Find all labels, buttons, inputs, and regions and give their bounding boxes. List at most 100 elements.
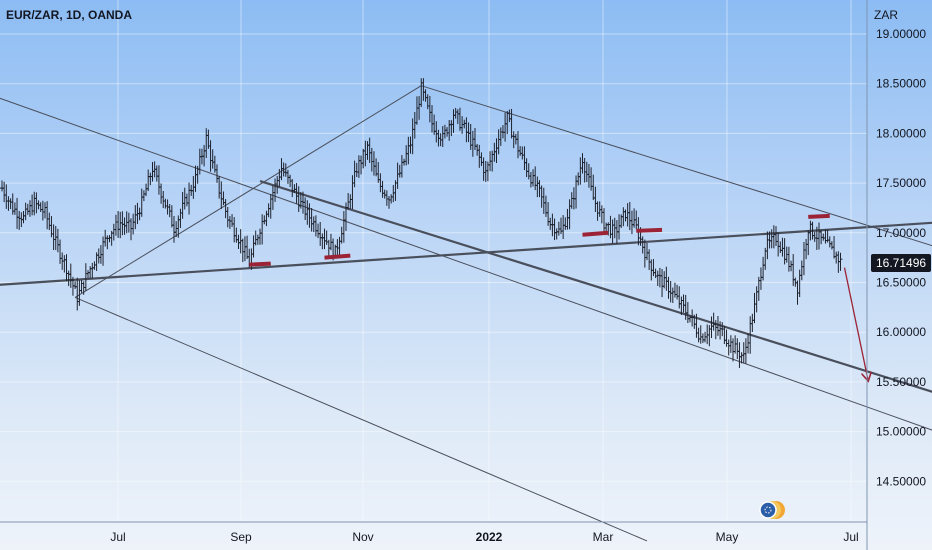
ohlc-bar	[64, 254, 69, 282]
ohlc-bar	[187, 182, 192, 215]
price-tick-label: 17.50000	[876, 176, 926, 190]
ohlc-bar	[303, 197, 308, 220]
ohlc-bar	[215, 164, 219, 183]
forecast-arrow-line[interactable]	[843, 267, 869, 380]
ohlc-bar	[83, 263, 88, 291]
ohlc-bar	[445, 127, 450, 137]
descending-channel-lower[interactable]	[259, 180, 932, 424]
ohlc-bar	[227, 216, 232, 229]
ohlc-bar	[580, 153, 585, 174]
ohlc-bar	[483, 161, 488, 182]
ohlc-bar	[546, 202, 551, 226]
ohlc-bar	[731, 338, 735, 362]
ohlc-bar	[268, 193, 273, 219]
ohlc-bar	[655, 270, 660, 286]
price-axis[interactable]: 19.00000 18.50000 18.00000 17.50000 17.00000…	[876, 27, 926, 488]
time-tick-label: Sep	[230, 530, 252, 544]
ohlc-bar	[806, 230, 811, 256]
ohlc-bar	[823, 229, 828, 244]
ohlc-bar	[43, 202, 47, 219]
ohlc-bar	[47, 212, 52, 231]
ohlc-bar	[262, 215, 267, 225]
ohlc-bar	[531, 169, 536, 187]
ohlc-bar	[778, 241, 783, 254]
chart-title: EUR/ZAR, 1D, OANDA	[6, 8, 133, 22]
ohlc-bar	[178, 208, 183, 228]
ohlc-bar	[417, 96, 422, 120]
ohlc-bar	[520, 146, 525, 160]
ohlc-bar	[801, 242, 806, 276]
ohlc-bar	[593, 186, 598, 212]
support-mark[interactable]	[582, 230, 609, 237]
time-tick-label: May	[716, 530, 739, 544]
trendlines	[0, 84, 932, 542]
ohlc-bar	[722, 325, 727, 345]
ohlc-bar	[707, 325, 712, 347]
ascending-support-line[interactable]	[0, 215, 932, 288]
ohlc-bar	[4, 184, 9, 209]
price-tick-label: 16.50000	[876, 276, 926, 290]
ohlc-bar	[197, 148, 202, 175]
ohlc-bar	[507, 109, 512, 123]
ohlc-bar	[786, 246, 791, 272]
support-mark[interactable]	[636, 227, 663, 233]
ohlc-bar	[6, 196, 11, 211]
ohlc-bar	[399, 155, 404, 178]
ohlc-bar	[681, 294, 686, 313]
ohlc-bar	[804, 238, 809, 260]
ohlc-bar	[30, 194, 35, 216]
ohlc-bar	[589, 167, 594, 191]
pitchfork-left-arm[interactable]	[74, 85, 422, 298]
ohlc-bar	[754, 286, 759, 313]
ohlc-bar	[533, 166, 538, 191]
ohlc-bar	[752, 292, 757, 324]
ohlc-bar	[662, 271, 667, 289]
ohlc-bar	[397, 164, 402, 178]
ohlc-bar	[260, 214, 265, 245]
ohlc-bar	[202, 144, 207, 167]
ohlc-bar	[350, 175, 355, 210]
time-tick-label: Nov	[352, 530, 373, 544]
ohlc-bar	[313, 215, 318, 237]
ohlc-bar	[311, 216, 316, 233]
ohlc-bar	[640, 236, 645, 254]
ohlc-bar	[0, 180, 4, 192]
ohlc-bar	[780, 237, 785, 257]
pitchfork-lower-arm[interactable]	[74, 296, 648, 542]
support-mark[interactable]	[249, 261, 271, 267]
ohlc-bar	[17, 210, 22, 230]
ohlc-bar	[68, 263, 73, 288]
ohlc-bar	[318, 221, 323, 246]
ohlc-bar	[120, 211, 125, 236]
descending-channel-mid[interactable]	[0, 84, 932, 467]
descending-channel-upper[interactable]	[421, 85, 932, 278]
ohlc-bar	[522, 146, 527, 171]
support-mark[interactable]	[324, 253, 351, 260]
ohlc-bar	[455, 109, 460, 125]
ohlc-bar	[116, 211, 121, 238]
ohlc-bar	[647, 249, 652, 270]
ohlc-bar	[326, 239, 331, 258]
ohlc-bar	[561, 215, 566, 240]
ohlc-bar	[369, 147, 374, 172]
ohlc-bar	[518, 146, 523, 156]
price-tick-label: 19.00000	[876, 27, 926, 41]
ohlc-bar	[670, 287, 675, 303]
time-axis[interactable]: Jul Sep Nov 2022 Mar May Jul	[110, 530, 858, 544]
ohlc-bar	[251, 235, 256, 258]
ohlc-bar	[728, 335, 733, 353]
ohlc-bar	[8, 198, 13, 210]
ohlc-bar	[348, 194, 353, 210]
time-tick-label: 2022	[476, 530, 503, 544]
ohlc-bar	[758, 267, 763, 290]
ohlc-bar	[548, 217, 553, 230]
support-mark[interactable]	[808, 213, 830, 219]
ohlc-bar	[634, 210, 639, 230]
price-tick-label: 15.50000	[876, 375, 926, 389]
ohlc-bar	[675, 284, 680, 300]
logo-icon[interactable]	[759, 501, 785, 519]
ohlc-bar	[597, 201, 602, 217]
price-bars	[0, 78, 843, 368]
ohlc-bar	[101, 236, 106, 266]
